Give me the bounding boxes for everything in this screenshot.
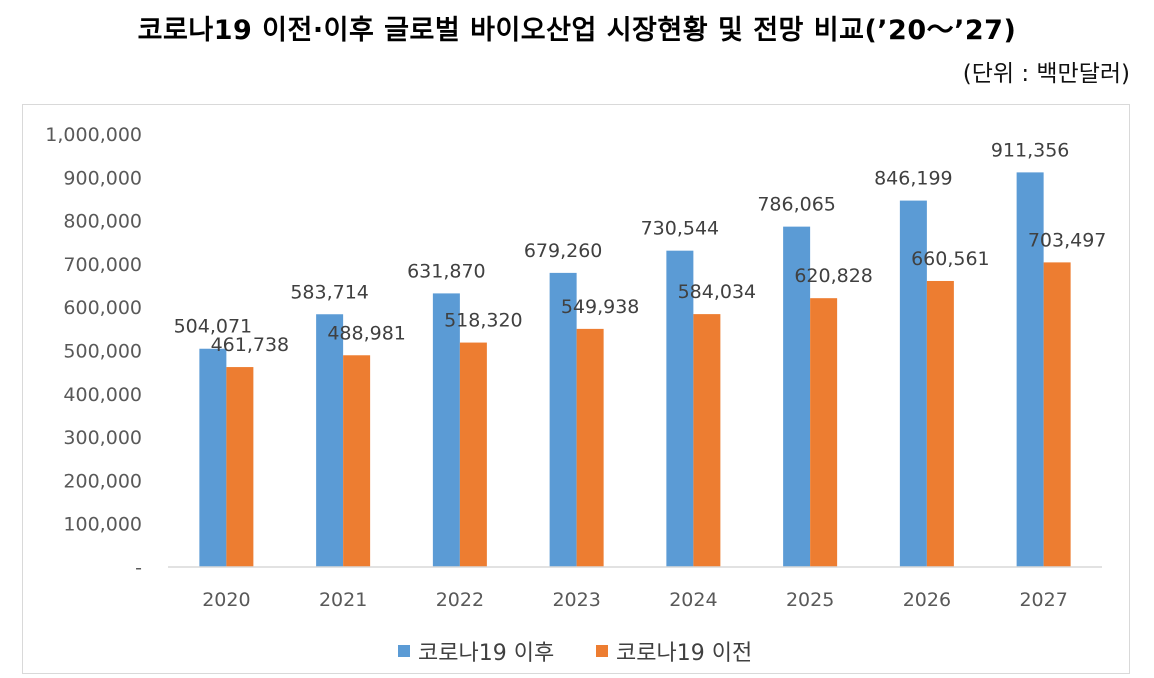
data-label-before: 660,561 bbox=[911, 248, 990, 270]
y-tick-label: 400,000 bbox=[63, 384, 142, 406]
bar-before bbox=[926, 280, 954, 567]
bar-after bbox=[899, 200, 927, 568]
legend-swatch bbox=[398, 645, 410, 657]
data-label-after: 631,870 bbox=[407, 260, 486, 282]
data-label-after: 911,356 bbox=[991, 139, 1070, 161]
bar-after bbox=[549, 272, 577, 567]
bar-after bbox=[316, 314, 344, 567]
bar-after bbox=[666, 250, 694, 568]
bar-before bbox=[226, 367, 254, 567]
y-tick-label: 100,000 bbox=[63, 514, 142, 536]
x-tick-label: 2022 bbox=[436, 589, 484, 611]
data-label-after: 583,714 bbox=[290, 281, 369, 303]
x-tick-label: 2024 bbox=[669, 589, 717, 611]
bar-after bbox=[783, 226, 811, 567]
x-tick-label: 2020 bbox=[202, 589, 250, 611]
data-label-before: 620,828 bbox=[794, 265, 873, 287]
y-tick-label: 700,000 bbox=[63, 254, 142, 276]
x-tick-label: 2025 bbox=[786, 589, 834, 611]
data-label-before: 488,981 bbox=[327, 322, 406, 344]
legend: 코로나19 이후 코로나19 이전 bbox=[398, 641, 752, 666]
legend-swatch bbox=[596, 645, 608, 657]
bar-after bbox=[199, 348, 227, 567]
bar-before bbox=[459, 342, 487, 567]
y-tick-label: 800,000 bbox=[63, 211, 142, 233]
data-label-before: 703,497 bbox=[1028, 229, 1107, 251]
unit-label: (단위 : 백만달러) bbox=[962, 61, 1130, 87]
legend-label: 코로나19 이후 bbox=[418, 641, 554, 666]
x-axis-ticks: 2020 2021 2022 2023 2024 2025 2026 2027 bbox=[202, 589, 1068, 611]
y-tick-label: - bbox=[135, 557, 142, 579]
y-tick-label: 300,000 bbox=[63, 427, 142, 449]
x-tick-label: 2027 bbox=[1019, 589, 1067, 611]
bar-after bbox=[432, 293, 460, 567]
x-tick-label: 2023 bbox=[552, 589, 600, 611]
y-axis-ticks: - 100,000 200,000 300,000 400,000 500,000 600,… bbox=[45, 124, 142, 579]
y-tick-label: 600,000 bbox=[63, 297, 142, 319]
bar-before bbox=[1043, 262, 1071, 567]
bar-before bbox=[576, 328, 604, 567]
chart-frame bbox=[22, 104, 1130, 674]
legend-label: 코로나19 이전 bbox=[616, 641, 752, 666]
bar-before bbox=[693, 314, 721, 567]
y-tick-label: 500,000 bbox=[63, 341, 142, 363]
data-label-after: 730,544 bbox=[641, 218, 720, 240]
data-label-before: 461,738 bbox=[211, 334, 290, 356]
data-label-after: 679,260 bbox=[524, 240, 603, 262]
bar-before bbox=[810, 298, 838, 567]
y-tick-label: 900,000 bbox=[63, 167, 142, 189]
y-tick-label: 1,000,000 bbox=[45, 124, 142, 146]
data-label-after: 846,199 bbox=[874, 168, 953, 190]
data-label-after: 504,071 bbox=[174, 316, 253, 338]
data-label-before: 584,034 bbox=[678, 281, 757, 303]
y-tick-label: 200,000 bbox=[63, 470, 142, 492]
x-tick-label: 2021 bbox=[319, 589, 367, 611]
chart-title: 코로나19 이전·이후 글로벌 바이오산업 시장현황 및 전망 비교(’20～’… bbox=[137, 15, 1017, 46]
bars bbox=[199, 172, 1071, 568]
bar-after bbox=[1016, 172, 1044, 567]
data-label-before: 518,320 bbox=[444, 310, 523, 332]
data-label-after: 786,065 bbox=[757, 194, 836, 216]
x-tick-label: 2026 bbox=[903, 589, 951, 611]
data-label-before: 549,938 bbox=[561, 296, 640, 318]
bar-before bbox=[343, 355, 371, 567]
